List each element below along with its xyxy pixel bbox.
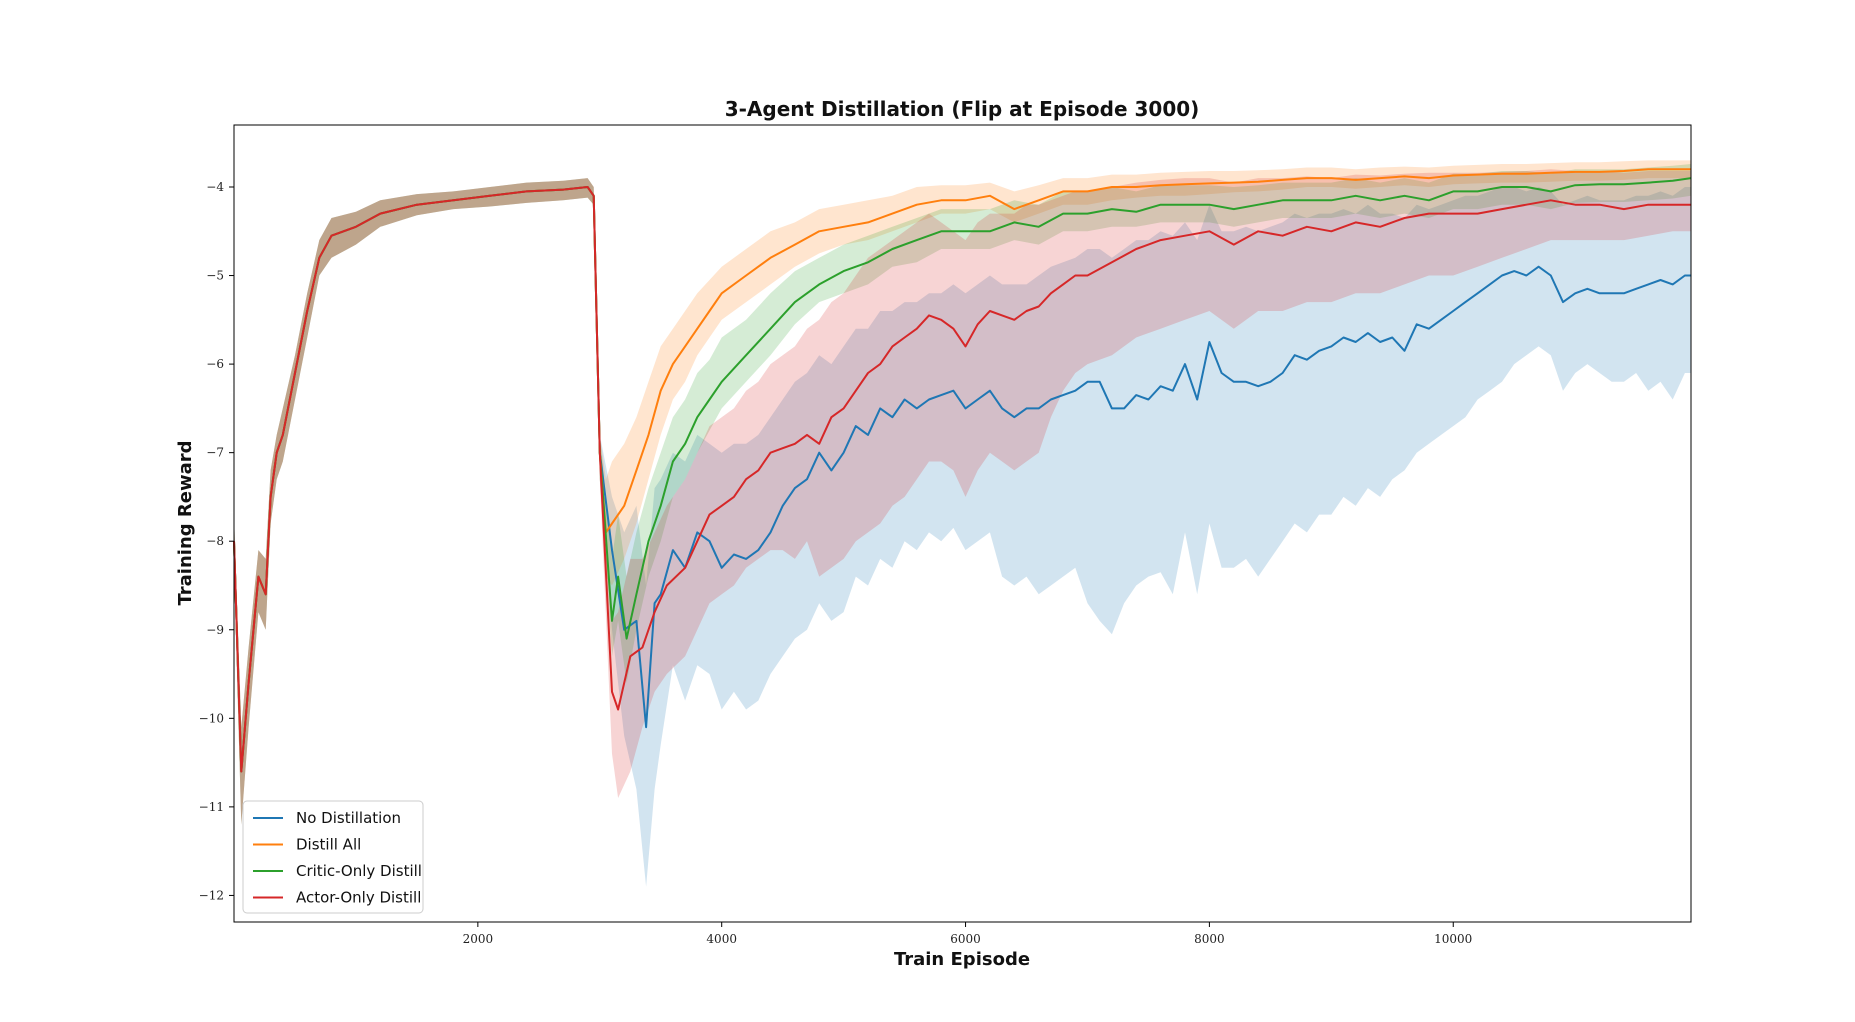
band-no-distillation [234,178,1691,887]
y-tick-label: −8 [206,534,224,548]
y-tick-label: −7 [206,446,224,460]
x-tick-label: 6000 [950,932,981,946]
y-tick-label: −5 [206,269,224,283]
legend-label-distill-all: Distill All [296,836,361,854]
x-tick-label: 2000 [463,932,494,946]
y-tick-label: −10 [199,711,224,725]
x-tick-label: 10000 [1434,932,1472,946]
y-axis-ticks: −12 −11 −10 −9 −8 −7 −6 −5 −4 [199,180,234,902]
legend-label-no-distillation: No Distillation [296,809,401,827]
y-tick-label: −4 [206,180,224,194]
legend-label-actor-only-distill: Actor-Only Distill [296,889,421,907]
legend: No Distillation Distill All Critic-Only Di… [242,800,424,914]
x-axis-label: Train Episode [894,949,1030,970]
x-tick-label: 8000 [1194,932,1225,946]
x-tick-label: 4000 [706,932,737,946]
band-distill-all [234,160,1691,825]
chart-title: 3-Agent Distillation (Flip at Episode 30… [725,97,1200,121]
band-actor-only-distill [234,169,1691,825]
y-tick-label: −9 [206,623,224,637]
line-actor-only-distill [233,186,1691,773]
legend-box [242,800,424,914]
legend-label-critic-only-distill: Critic-Only Distill [296,862,422,880]
series-lines [233,168,1692,773]
x-axis-ticks: 2000 4000 6000 8000 10000 [463,922,1472,946]
plot-frame [233,124,1692,923]
y-tick-label: −11 [199,800,224,814]
y-tick-label: −6 [206,357,224,371]
y-axis-label: Training Reward [175,440,196,605]
y-tick-label: −12 [199,888,224,902]
confidence-bands [234,160,1691,887]
